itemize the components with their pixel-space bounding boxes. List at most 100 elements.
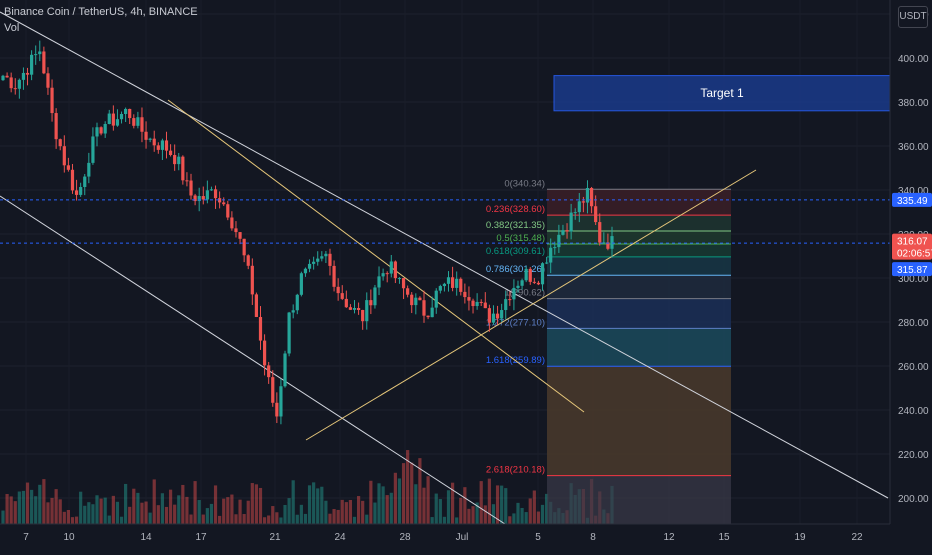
- volume-bar: [66, 509, 70, 524]
- fib-level-label: 1.272(277.10): [486, 317, 545, 328]
- candle-body: [406, 288, 410, 295]
- candle-body: [377, 276, 381, 288]
- volume-bar: [381, 486, 385, 524]
- fib-level-label: 2.618(210.18): [486, 465, 545, 476]
- price-tick-label: 200.00: [898, 494, 929, 505]
- trend-line: [0, 11, 889, 499]
- candle-body: [459, 278, 463, 292]
- volume-bar: [545, 493, 549, 524]
- candle-body: [283, 353, 287, 387]
- candle-body: [430, 307, 434, 318]
- volume-bar: [344, 502, 348, 524]
- candle-body: [250, 265, 254, 295]
- volume-bar: [74, 516, 79, 524]
- candle-body: [381, 273, 385, 277]
- candle-body: [540, 263, 545, 285]
- candle-body: [13, 88, 17, 90]
- candle-body: [299, 273, 303, 295]
- time-tick-label: 22: [851, 532, 863, 543]
- candle-body: [9, 77, 13, 89]
- countdown-label: 02:06:57: [897, 249, 932, 260]
- candle-body: [275, 402, 279, 417]
- volume-bar: [463, 487, 467, 524]
- volume-bar: [9, 496, 13, 524]
- candle-body: [410, 294, 414, 306]
- volume-bar: [111, 495, 115, 524]
- volume-bar: [62, 511, 66, 524]
- currency-unit-button[interactable]: USDT: [898, 6, 928, 28]
- candle-body: [475, 301, 479, 307]
- volume-bar: [430, 517, 434, 524]
- candle-body: [324, 253, 328, 257]
- candle-body: [532, 281, 536, 283]
- candle-body: [365, 300, 369, 322]
- fib-level-label: 0.236(328.60): [486, 204, 545, 215]
- candle-body: [528, 268, 532, 282]
- candle-body: [242, 238, 246, 256]
- volume-bar: [475, 502, 479, 524]
- candle-body: [152, 138, 156, 146]
- candle-body: [230, 217, 234, 229]
- candle-body: [119, 113, 124, 120]
- candle-body: [79, 187, 83, 195]
- volume-bar: [303, 513, 308, 524]
- volume-bar: [119, 516, 124, 524]
- candle-body: [504, 299, 508, 311]
- volume-bar: [442, 516, 447, 524]
- candle-body: [389, 261, 393, 274]
- trend-line: [167, 99, 585, 413]
- time-tick-label: 12: [663, 532, 675, 543]
- time-tick-label: 15: [718, 532, 730, 543]
- volume-bar: [483, 505, 487, 524]
- time-tick-label: 5: [535, 532, 541, 543]
- candle-body: [140, 117, 144, 132]
- candle-body: [173, 155, 177, 165]
- fib-level-label: 0.382(321.35): [486, 220, 545, 231]
- volume-indicator-label: Vol: [4, 22, 20, 34]
- volume-bar: [536, 511, 541, 524]
- volume-bar: [393, 472, 397, 524]
- target-box: Target 1: [553, 75, 891, 112]
- fib-level-label: 0(340.34): [504, 178, 545, 189]
- candle-body: [352, 308, 357, 310]
- volume-bar: [495, 485, 500, 524]
- volume-bar: [25, 482, 30, 524]
- volume-bar: [328, 513, 332, 524]
- volume-bar: [218, 515, 222, 524]
- fib-zone: [547, 189, 731, 216]
- volume-bar: [291, 480, 295, 524]
- volume-bar: [34, 496, 38, 524]
- candle-body: [467, 297, 471, 301]
- price-tick-label: 280.00: [898, 318, 929, 329]
- candle-body: [312, 261, 316, 264]
- volume-bar: [455, 517, 459, 524]
- volume-bar: [410, 462, 414, 524]
- fib-level-label: 0.786(301.26): [486, 264, 545, 275]
- candle-body: [74, 190, 79, 195]
- price-badge: [892, 233, 932, 260]
- volume-bar: [369, 480, 373, 524]
- fib-zone: [547, 243, 731, 257]
- volume-bar: [532, 490, 536, 524]
- volume-bar: [144, 501, 148, 524]
- volume-bar: [287, 498, 291, 524]
- candle-body: [115, 119, 120, 126]
- candle-body: [536, 282, 541, 285]
- candle-body: [46, 73, 50, 88]
- symbol-title: Binance Coin / TetherUS, 4h, BINANCE: [4, 6, 198, 18]
- volume-bar: [267, 515, 271, 524]
- volume-bar: [107, 515, 111, 524]
- candle-body: [549, 247, 553, 263]
- candle-body: [226, 204, 230, 218]
- volume-bar: [132, 488, 136, 524]
- volume-bar: [307, 485, 312, 524]
- volume-bar: [373, 502, 377, 524]
- volume-bar: [128, 506, 132, 524]
- volume-bar: [279, 517, 283, 524]
- candle-body: [87, 162, 91, 177]
- candle-body: [446, 277, 451, 284]
- volume-bar: [450, 482, 455, 524]
- volume-bar: [124, 483, 128, 524]
